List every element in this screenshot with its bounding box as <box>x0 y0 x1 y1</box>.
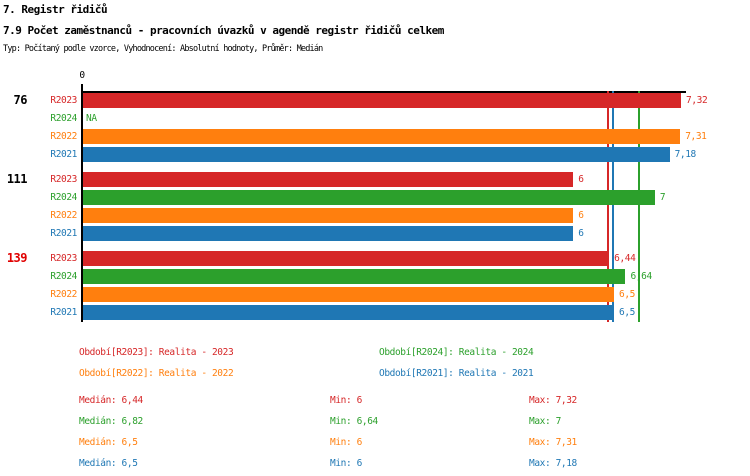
bar <box>83 147 670 162</box>
chart-title: 7.9 Počet zaměstnanců - pracovních úvazk… <box>3 24 444 37</box>
stat-min-R2024: Min: 6,64 <box>330 416 378 427</box>
bar-value-label: 6,64 <box>630 271 652 282</box>
bar-row-label: R2023 <box>50 95 77 106</box>
bar <box>83 251 610 266</box>
stat-min-R2023: Min: 6 <box>330 395 362 406</box>
y-axis-line <box>81 91 83 322</box>
x-axis-tick <box>81 84 83 91</box>
group-label: 111 <box>6 172 28 186</box>
bar-value-label: 6,5 <box>619 289 636 300</box>
bar <box>83 287 615 302</box>
bar-value-label: 6,5 <box>619 307 636 318</box>
bar-row-label: R2023 <box>50 174 77 185</box>
stat-median-R2021: Medián: 6,5 <box>79 458 138 469</box>
stat-max-R2022: Max: 7,31 <box>529 437 577 448</box>
bar-row-label: R2022 <box>50 131 77 142</box>
bar <box>83 226 574 241</box>
bar <box>83 190 655 205</box>
bar-row-label: R2021 <box>50 149 77 160</box>
na-label: NA <box>86 113 97 124</box>
bar-value-label: 7 <box>659 192 666 203</box>
bar-value-label: 6 <box>578 174 584 185</box>
bar <box>83 305 615 320</box>
stat-max-R2024: Max: 7 <box>529 416 561 427</box>
legend-item-R2022: Období[R2022]: Realita - 2022 <box>79 368 234 379</box>
bar <box>83 93 682 108</box>
bar-row-label: R2021 <box>50 307 77 318</box>
bar-value-label: 7,31 <box>685 131 707 142</box>
bar-row-label: R2022 <box>50 210 77 221</box>
x-axis-zero-label: 0 <box>79 70 85 81</box>
median-line-R2023 <box>607 91 609 322</box>
stat-median-R2023: Medián: 6,44 <box>79 395 143 406</box>
bar-row-label: R2024 <box>50 113 77 124</box>
stat-median-R2024: Medián: 6,82 <box>79 416 143 427</box>
bar-value-label: 7,32 <box>686 95 708 106</box>
bar-row-label: R2024 <box>50 271 77 282</box>
bar-row-label: R2021 <box>50 228 77 239</box>
bar-row-label: R2024 <box>50 192 77 203</box>
bar-row-label: R2023 <box>50 253 77 264</box>
group-label: 139 <box>6 251 28 265</box>
bar-row-label: R2022 <box>50 289 77 300</box>
bar-value-label: 6 <box>578 210 584 221</box>
bar <box>83 172 574 187</box>
bar-value-label: 7,18 <box>674 149 697 160</box>
bar-value-label: 6,44 <box>614 253 636 264</box>
median-line-R2021 <box>612 91 614 322</box>
stat-median-R2022: Medián: 6,5 <box>79 437 138 448</box>
stat-max-R2021: Max: 7,18 <box>529 458 577 469</box>
legend-item-R2023: Období[R2023]: Realita - 2023 <box>79 347 234 358</box>
legend-item-R2024: Období[R2024]: Realita - 2024 <box>379 347 534 358</box>
chart-subtitle: Typ: Počítaný podle vzorce, Vyhodnocení:… <box>3 44 323 54</box>
x-axis-line <box>81 91 686 93</box>
bar <box>83 269 626 284</box>
bar <box>83 208 574 223</box>
bar-value-label: 6 <box>578 228 584 239</box>
stat-max-R2023: Max: 7,32 <box>529 395 577 406</box>
stat-min-R2022: Min: 6 <box>330 437 362 448</box>
bar <box>83 129 681 144</box>
legend-item-R2021: Období[R2021]: Realita - 2021 <box>379 368 534 379</box>
group-label: 76 <box>13 93 28 107</box>
stat-min-R2021: Min: 6 <box>330 458 362 469</box>
median-line-R2024 <box>638 91 640 322</box>
report-title: 7. Registr řidičů <box>3 3 108 16</box>
